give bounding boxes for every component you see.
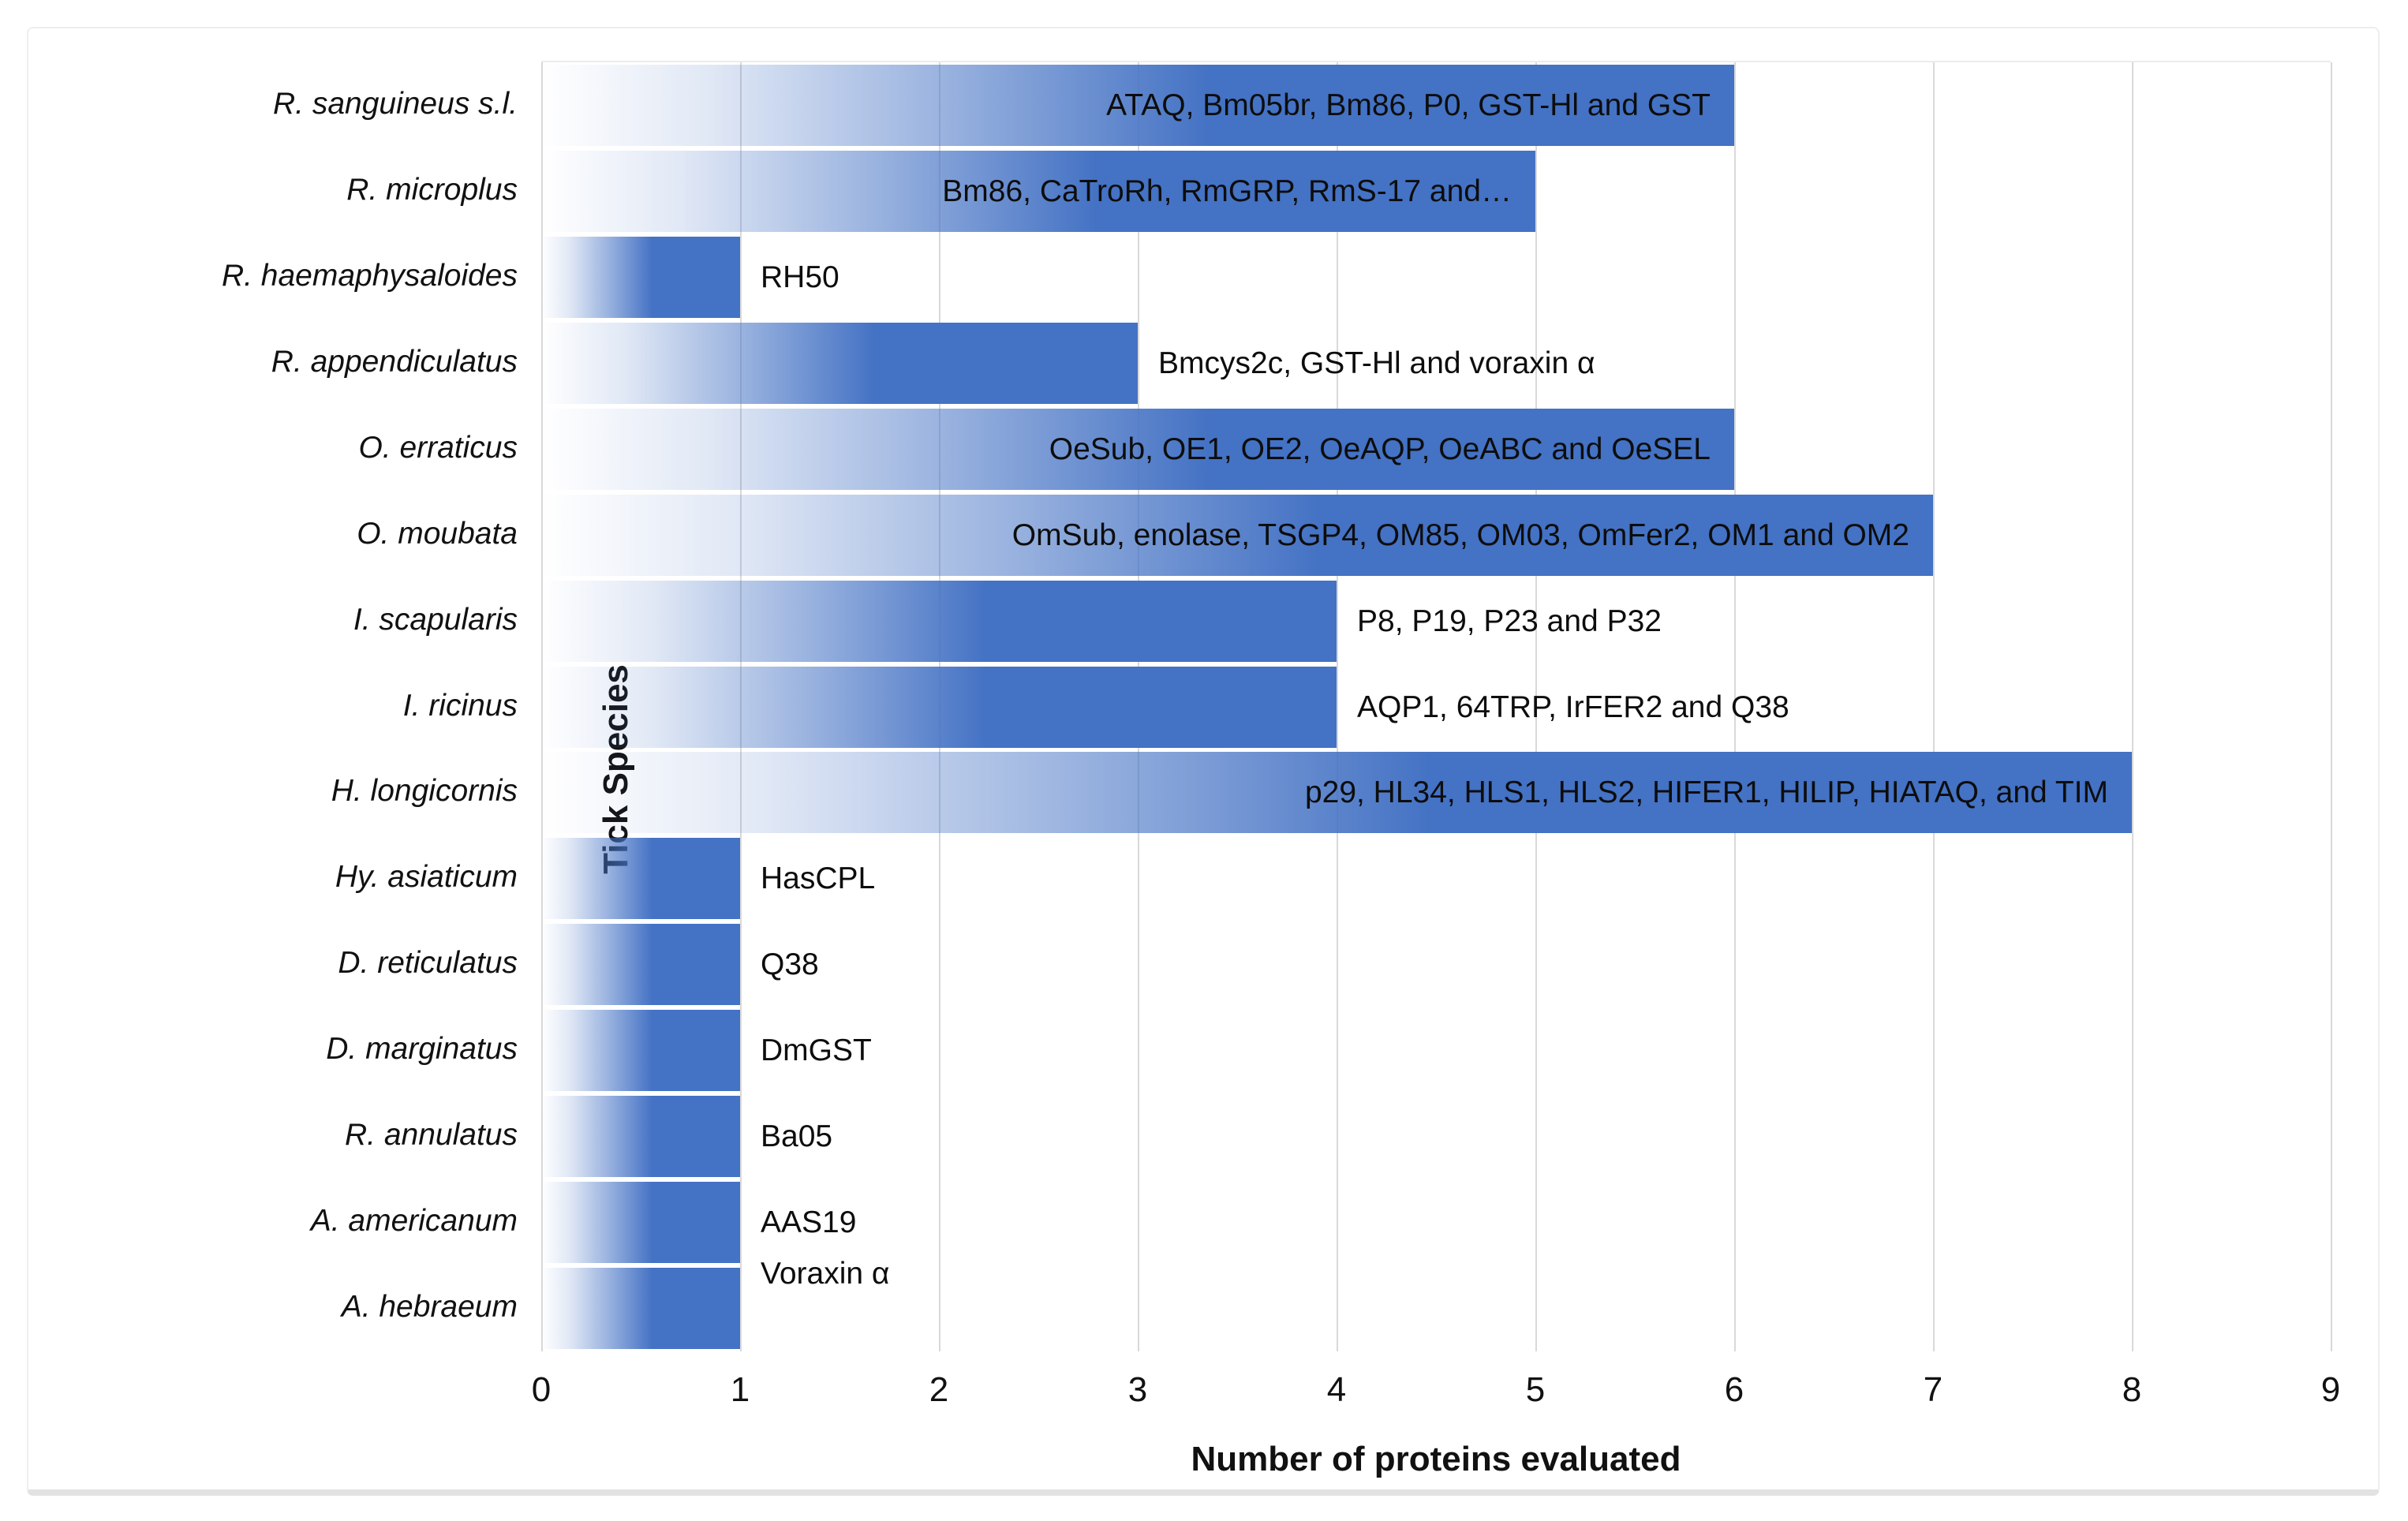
gridline [1337,62,1338,1351]
x-tick-label: 5 [1525,1370,1546,1409]
category-label: A. hebraeum [341,1290,518,1324]
category-label: R. sanguineus s.l. [272,87,518,121]
bar-row: Bmcys2c, GST-Hl and voraxin α [541,320,2331,406]
category-label: O. moubata [357,517,518,551]
bar-row: p29, HL34, HLS1, HLS2, HIFER1, HILIP, HI… [541,749,2331,835]
bar-row: Q38 [541,921,2331,1007]
bar-row: HasCPL [541,835,2331,921]
bar-row: AAS19 [541,1179,2331,1265]
category-label: I. ricinus [402,689,518,723]
bar [541,667,1337,748]
gridline [1535,62,1537,1351]
bar [541,581,1337,662]
bar-label: Voraxin α [761,1257,890,1291]
bar-label: Bmcys2c, GST-Hl and voraxin α [1158,346,1595,380]
bar [541,151,1535,232]
bar [541,323,1138,404]
category-label: R. haemaphysaloides [221,259,518,293]
bar-row: ATAQ, Bm05br, Bm86, P0, GST-Hl and GST [541,62,2331,148]
category-label: A. americanum [310,1204,518,1238]
category-label: D. reticulatus [338,946,518,980]
category-label: Hy. asiaticum [335,860,518,894]
x-tick-label: 6 [1724,1370,1744,1409]
x-tick-label: 0 [531,1370,552,1409]
gridline [1734,62,1736,1351]
x-tick-label: 7 [1923,1370,1943,1409]
x-tick-label: 2 [929,1370,949,1409]
bar-label: OmSub, enolase, TSGP4, OM85, OM03, OmFer… [1011,518,1909,552]
category-label: R. microplus [346,173,518,207]
x-tick-label: 8 [2122,1370,2142,1409]
bar [541,1182,740,1263]
x-tick-label: 1 [730,1370,750,1409]
bar-row: OmSub, enolase, TSGP4, OM85, OM03, OmFer… [541,492,2331,578]
category-label: D. marginatus [326,1032,518,1066]
bar-label: AQP1, 64TRP, IrFER2 and Q38 [1357,690,1789,724]
bar [541,924,740,1005]
bar [541,752,2132,833]
bar-label: Bm86, CaTroRh, RmGRP, RmS-17 and… [942,174,1512,208]
bar-label: RH50 [761,260,839,294]
bar-row: RH50 [541,234,2331,320]
bar [541,838,740,919]
bar-row: Bm86, CaTroRh, RmGRP, RmS-17 and… [541,148,2331,234]
category-label: H. longicornis [331,774,518,808]
x-tick-label: 3 [1127,1370,1148,1409]
bar-label: Ba05 [761,1119,833,1153]
plot-area: Tick Species ATAQ, Bm05br, Bm86, P0, GST… [541,61,2332,1351]
bar-row: OeSub, OE1, OE2, OeAQP, OeABC and OeSEL [541,406,2331,492]
bar-label: OeSub, OE1, OE2, OeAQP, OeABC and OeSEL [1049,432,1711,466]
category-label: R. annulatus [345,1118,518,1152]
bar-label: DmGST [761,1033,872,1067]
bar-label: AAS19 [761,1205,857,1239]
x-tick-label: 9 [2320,1370,2341,1409]
x-axis-title: Number of proteins evaluated [1191,1440,1681,1478]
x-tick-label: 4 [1326,1370,1347,1409]
gridline [2331,62,2332,1351]
bar [541,1096,740,1177]
bar-row: Voraxin α [541,1257,2331,1351]
gridline [1933,62,1935,1351]
bar [541,495,1933,576]
bar [541,65,1734,146]
bar-row: AQP1, 64TRP, IrFER2 and Q38 [541,664,2331,750]
bar [541,1268,740,1349]
bar-label: P8, P19, P23 and P32 [1357,604,1662,638]
category-label: O. erraticus [358,431,518,465]
gridline [2132,62,2133,1351]
bar-row: Ba05 [541,1093,2331,1179]
category-label: I. scapularis [353,603,518,637]
bar [541,1010,740,1091]
bar-label: p29, HL34, HLS1, HLS2, HIFER1, HILIP, HI… [1304,775,2108,809]
bar-label: Q38 [761,947,819,981]
bar [541,237,740,318]
bar-label: HasCPL [761,861,876,895]
bar-label: ATAQ, Bm05br, Bm86, P0, GST-Hl and GST [1106,88,1711,122]
bar [541,409,1734,490]
category-label: R. appendiculatus [271,345,518,379]
bar-row: P8, P19, P23 and P32 [541,578,2331,664]
bar-row: DmGST [541,1007,2331,1093]
